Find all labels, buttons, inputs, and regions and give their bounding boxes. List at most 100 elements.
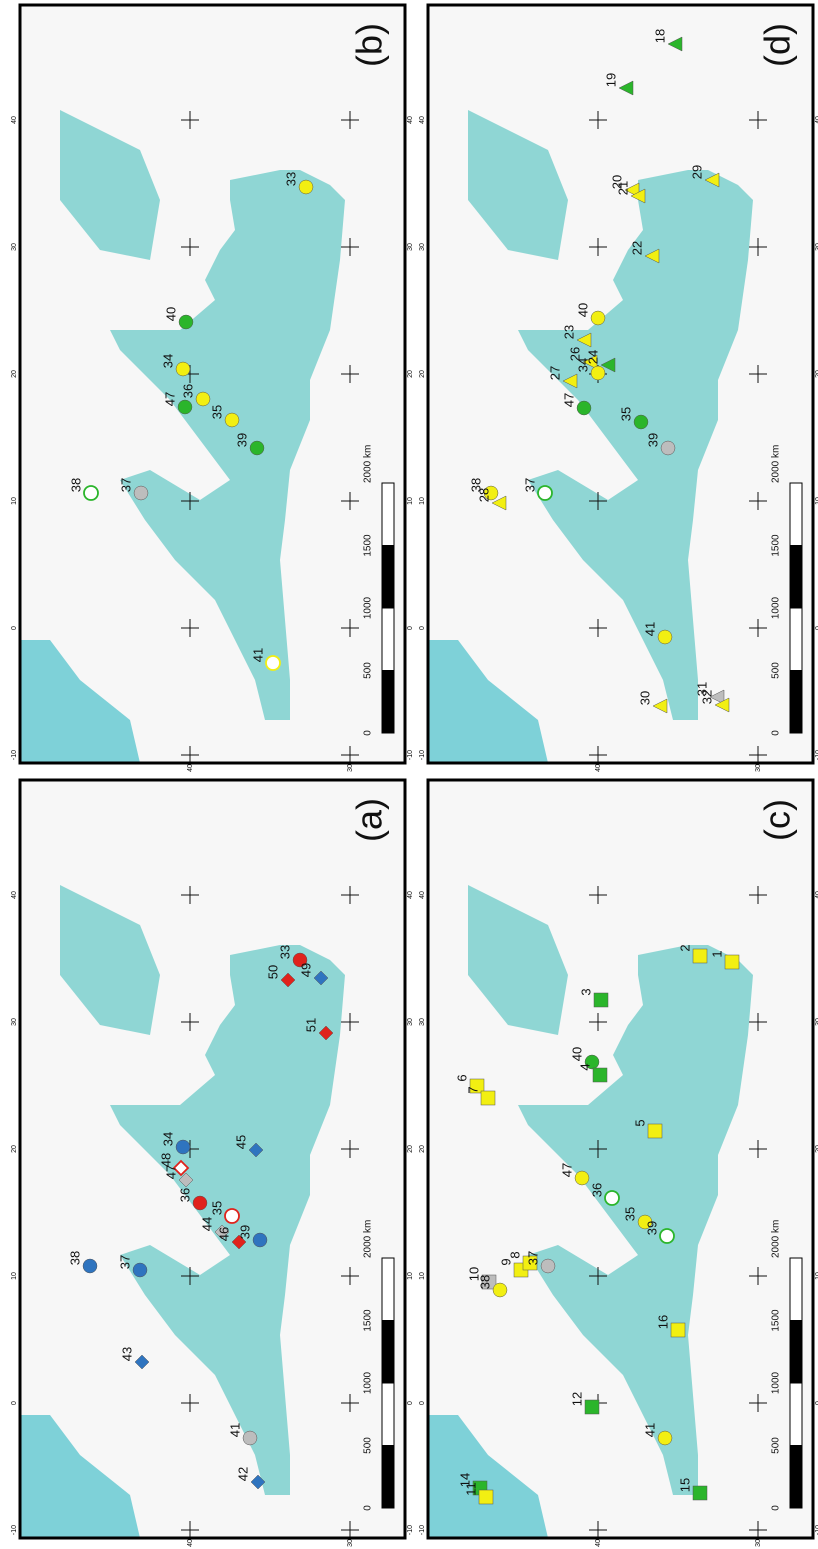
site-label: 51 xyxy=(303,1018,318,1032)
site-label: 18 xyxy=(652,29,667,43)
site-marker xyxy=(540,1258,556,1274)
site-label: 41 xyxy=(642,622,657,636)
scale-bar-segment xyxy=(381,1445,395,1509)
site-marker xyxy=(714,697,730,713)
site-label: 22 xyxy=(629,241,644,255)
black-sea xyxy=(468,110,568,260)
lat-tick-label: 40 xyxy=(187,764,194,772)
lon-tick-label: 40 xyxy=(11,116,18,124)
lon-tick-label: 40 xyxy=(419,116,426,124)
lon-tick-label: 0 xyxy=(419,1401,426,1405)
site-label: 15 xyxy=(677,1478,692,1492)
site-marker xyxy=(652,698,668,714)
site-label: 47 xyxy=(162,392,177,406)
site-marker xyxy=(178,314,194,330)
lon-tick-label: -10 xyxy=(11,750,18,760)
site-label: 9 xyxy=(498,1258,513,1265)
site-marker xyxy=(483,485,499,501)
site-marker xyxy=(231,1234,247,1250)
panel-frame xyxy=(426,3,815,765)
site-marker xyxy=(265,655,281,671)
site-marker xyxy=(600,357,616,373)
site-label: 33 xyxy=(277,945,292,959)
site-marker xyxy=(724,954,740,970)
site-label: 36 xyxy=(180,384,195,398)
site-marker xyxy=(134,1354,150,1370)
scale-label: 1500 xyxy=(363,1309,374,1332)
site-marker xyxy=(132,1262,148,1278)
site-marker xyxy=(637,1214,653,1230)
atlantic xyxy=(20,1415,140,1538)
site-marker xyxy=(582,354,598,370)
site-label: 38 xyxy=(67,1251,82,1265)
site-label: 46 xyxy=(216,1227,231,1241)
site-label: 38 xyxy=(468,478,483,492)
site-marker xyxy=(657,1430,673,1446)
site-label: 3 xyxy=(578,988,593,995)
site-marker xyxy=(224,412,240,428)
lon-tick-label: 10 xyxy=(11,497,18,505)
site-marker xyxy=(537,485,553,501)
panel-label: (d) xyxy=(757,23,798,67)
site-label: 41 xyxy=(642,1423,657,1437)
site-label: 33 xyxy=(283,172,298,186)
lon-tick-label: 20 xyxy=(419,370,426,378)
site-label: 40 xyxy=(575,303,590,317)
site-marker xyxy=(83,485,99,501)
lon-tick-label: 30 xyxy=(815,1018,818,1026)
scale-bar-segment xyxy=(789,482,803,546)
black-sea xyxy=(468,885,568,1035)
scale-label: 0 xyxy=(363,1505,374,1511)
lon-tick-label: 20 xyxy=(11,1145,18,1153)
lon-tick-label: -10 xyxy=(11,1525,18,1535)
site-marker xyxy=(576,400,592,416)
site-label: 34 xyxy=(160,354,175,368)
site-marker xyxy=(478,1489,494,1505)
lat-tick-label: 40 xyxy=(595,764,602,772)
scale-label: 2000 km xyxy=(363,1220,374,1258)
lon-tick-label: 0 xyxy=(419,626,426,630)
site-label: 29 xyxy=(689,165,704,179)
site-label: 32 xyxy=(699,690,714,704)
scale-label: 2000 km xyxy=(771,1220,782,1258)
site-marker xyxy=(692,948,708,964)
lon-tick-label: 20 xyxy=(815,370,818,378)
site-label: 50 xyxy=(265,965,280,979)
site-marker xyxy=(175,1139,191,1155)
site-label: 11 xyxy=(463,1482,478,1496)
site-marker xyxy=(249,440,265,456)
site-label: 23 xyxy=(561,325,576,339)
site-label: 16 xyxy=(655,1315,670,1329)
lon-tick-label: 20 xyxy=(11,370,18,378)
site-label: 5 xyxy=(632,1119,647,1126)
site-marker xyxy=(704,172,720,188)
site-marker xyxy=(630,188,646,204)
lon-tick-label: 40 xyxy=(815,891,818,899)
lon-tick-label: 10 xyxy=(815,1272,818,1280)
site-marker xyxy=(590,310,606,326)
scale-label: 1000 xyxy=(771,596,782,619)
map-panel: 404030302020101000-10-104030050010001500… xyxy=(419,3,818,772)
lon-tick-label: 30 xyxy=(407,243,414,251)
lat-tick-label: 30 xyxy=(347,764,354,772)
site-marker xyxy=(709,689,725,705)
site-label: 6 xyxy=(454,1074,469,1081)
site-label: 21 xyxy=(615,181,630,195)
site-marker xyxy=(492,1282,508,1298)
site-marker xyxy=(574,1170,590,1186)
site-label: 38 xyxy=(68,478,83,492)
scale-label: 500 xyxy=(771,1437,782,1454)
site-marker xyxy=(618,80,634,96)
scale-label: 500 xyxy=(363,1437,374,1454)
lon-tick-label: 10 xyxy=(815,497,818,505)
site-label: 20 xyxy=(609,175,624,189)
scale-bar-segment xyxy=(789,1257,803,1321)
site-marker xyxy=(657,629,673,645)
site-marker xyxy=(481,1274,497,1290)
site-label: 39 xyxy=(645,433,660,447)
site-label: 47 xyxy=(559,1163,574,1177)
lon-tick-label: 40 xyxy=(815,116,818,124)
atlantic xyxy=(428,1415,548,1538)
site-marker xyxy=(604,1190,620,1206)
